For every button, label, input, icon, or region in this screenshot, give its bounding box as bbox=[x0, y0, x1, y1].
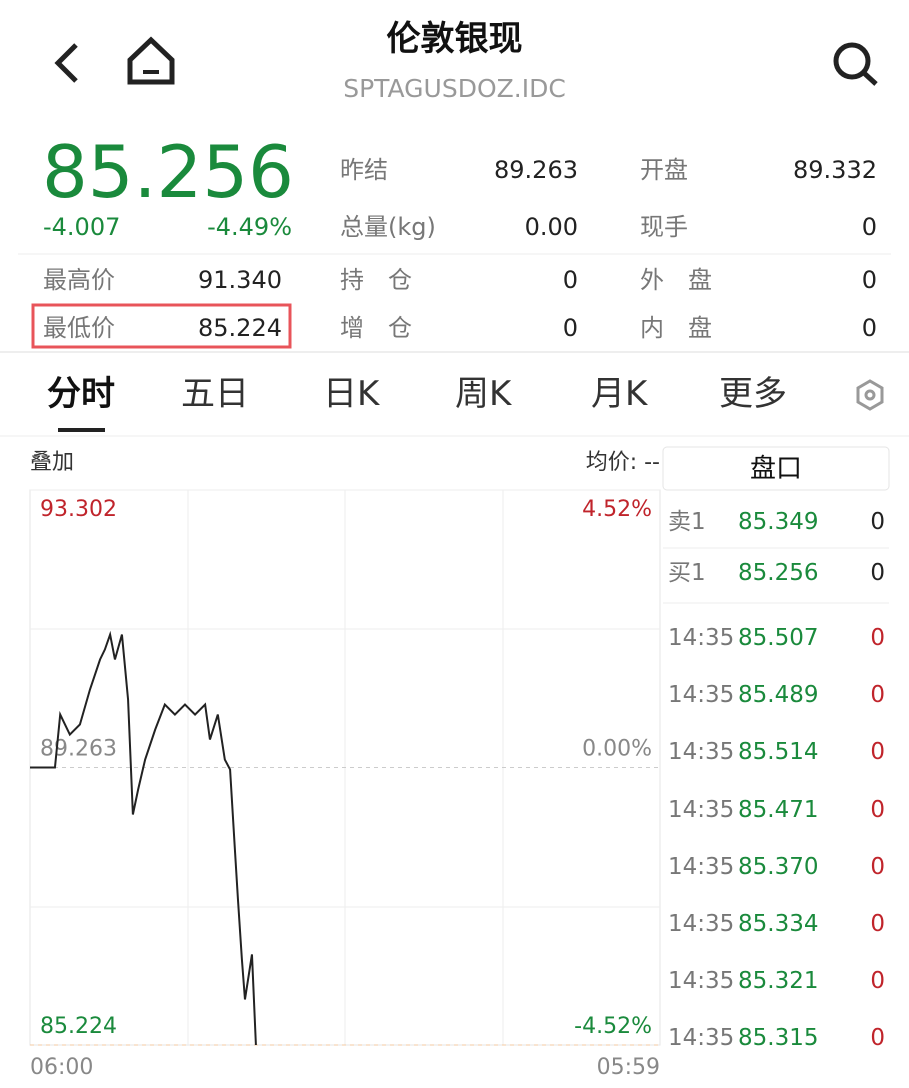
trade-price: 85.334 bbox=[738, 911, 819, 937]
trade-volume: 0 bbox=[870, 625, 885, 651]
trade-time: 14:35 bbox=[668, 968, 735, 995]
code: SPTAGUSDOZ.IDC bbox=[343, 74, 566, 103]
settings-icon-dot bbox=[864, 389, 876, 401]
trade-price: 85.507 bbox=[738, 625, 819, 651]
price: 85.256 bbox=[42, 130, 294, 214]
trade-time: 14:35 bbox=[668, 796, 735, 823]
price-line bbox=[30, 630, 257, 1046]
tab[interactable]: 更多 bbox=[719, 374, 787, 414]
field-label: 内 盘 bbox=[640, 314, 712, 342]
level-volume: 0 bbox=[870, 509, 885, 535]
field-value: 91.340 bbox=[198, 266, 282, 294]
trade-price: 85.489 bbox=[738, 682, 819, 709]
trade-volume: 0 bbox=[870, 968, 885, 995]
trade-price: 85.315 bbox=[738, 1025, 819, 1052]
field-label: 昨结 bbox=[340, 156, 388, 184]
y2-tick-label: 4.52% bbox=[582, 497, 652, 522]
trade-volume: 0 bbox=[870, 911, 885, 937]
y-tick-label: 93.302 bbox=[40, 497, 117, 522]
search-icon-handle bbox=[862, 71, 878, 86]
field-label: 外 盘 bbox=[640, 266, 712, 294]
trade-volume: 0 bbox=[870, 739, 885, 766]
overlay-button[interactable]: 叠加 bbox=[30, 450, 75, 475]
level-volume: 0 bbox=[870, 560, 885, 586]
level-price: 85.349 bbox=[738, 509, 819, 535]
field-label: 最高价 bbox=[43, 266, 115, 294]
trade-time: 14:35 bbox=[668, 1025, 735, 1052]
trade-price: 85.370 bbox=[738, 853, 819, 880]
order-book-title: 盘口 bbox=[749, 454, 802, 484]
field-value: 0 bbox=[562, 314, 578, 342]
field-value: 0 bbox=[861, 314, 877, 342]
trade-time: 14:35 bbox=[668, 853, 735, 880]
tab[interactable]: 日K bbox=[323, 374, 380, 414]
trade-price: 85.321 bbox=[738, 968, 819, 995]
trade-time: 14:35 bbox=[668, 625, 735, 651]
trade-volume: 0 bbox=[870, 682, 885, 709]
highlight-box bbox=[31, 303, 292, 349]
trade-time: 14:35 bbox=[668, 911, 735, 937]
y-tick-label: 89.263 bbox=[40, 737, 117, 762]
field-value: 85.224 bbox=[198, 314, 282, 342]
trade-volume: 0 bbox=[870, 796, 885, 823]
field-value: 89.332 bbox=[793, 156, 877, 184]
change: -4.007 bbox=[43, 213, 121, 241]
x-tick-label: 05:59 bbox=[597, 1055, 660, 1080]
avg-price: 均价: -- bbox=[585, 450, 660, 475]
title: 伦敦银现 bbox=[386, 19, 523, 59]
settings-icon[interactable] bbox=[856, 379, 884, 411]
field-value: 0.00 bbox=[524, 213, 578, 241]
field-label: 持 仓 bbox=[340, 266, 412, 294]
field-label: 最低价 bbox=[43, 314, 115, 342]
trade-volume: 0 bbox=[870, 1025, 885, 1052]
x-tick-label: 06:00 bbox=[30, 1055, 93, 1080]
tab[interactable]: 五日 bbox=[181, 374, 249, 414]
field-label: 开盘 bbox=[640, 156, 688, 184]
field-label: 现手 bbox=[640, 213, 688, 241]
level-price: 85.256 bbox=[738, 560, 819, 586]
trade-time: 14:35 bbox=[668, 739, 735, 766]
home-icon[interactable] bbox=[127, 36, 175, 85]
field-label: 总量(kg) bbox=[340, 213, 436, 241]
field-value: 89.263 bbox=[494, 156, 578, 184]
field-value: 0 bbox=[861, 213, 877, 241]
y-tick-label: 85.224 bbox=[40, 1014, 117, 1039]
field-value: 0 bbox=[562, 266, 578, 294]
tab[interactable]: 分时 bbox=[47, 374, 115, 414]
trade-price: 85.471 bbox=[738, 796, 819, 823]
field-value: 0 bbox=[861, 266, 877, 294]
y2-tick-label: -4.52% bbox=[574, 1014, 652, 1039]
y2-tick-label: 0.00% bbox=[582, 737, 652, 762]
tab-underline bbox=[58, 428, 105, 432]
trade-volume: 0 bbox=[870, 853, 885, 880]
tab[interactable]: 周K bbox=[455, 374, 512, 414]
trade-price: 85.514 bbox=[738, 739, 819, 766]
back-icon[interactable] bbox=[54, 43, 78, 83]
level-label: 买1 bbox=[668, 560, 706, 586]
level-label: 卖1 bbox=[668, 509, 706, 535]
change-pct: -4.49% bbox=[207, 213, 292, 241]
tab[interactable]: 月K bbox=[591, 374, 648, 414]
trade-time: 14:35 bbox=[668, 682, 735, 709]
field-label: 增 仓 bbox=[340, 314, 412, 342]
chart: 93.302 89.263 85.224 4.52% 0.00% -4.52% 06:00 0… bbox=[29, 489, 661, 1080]
order-book-tab[interactable] bbox=[662, 446, 890, 491]
search-icon[interactable] bbox=[833, 42, 871, 80]
